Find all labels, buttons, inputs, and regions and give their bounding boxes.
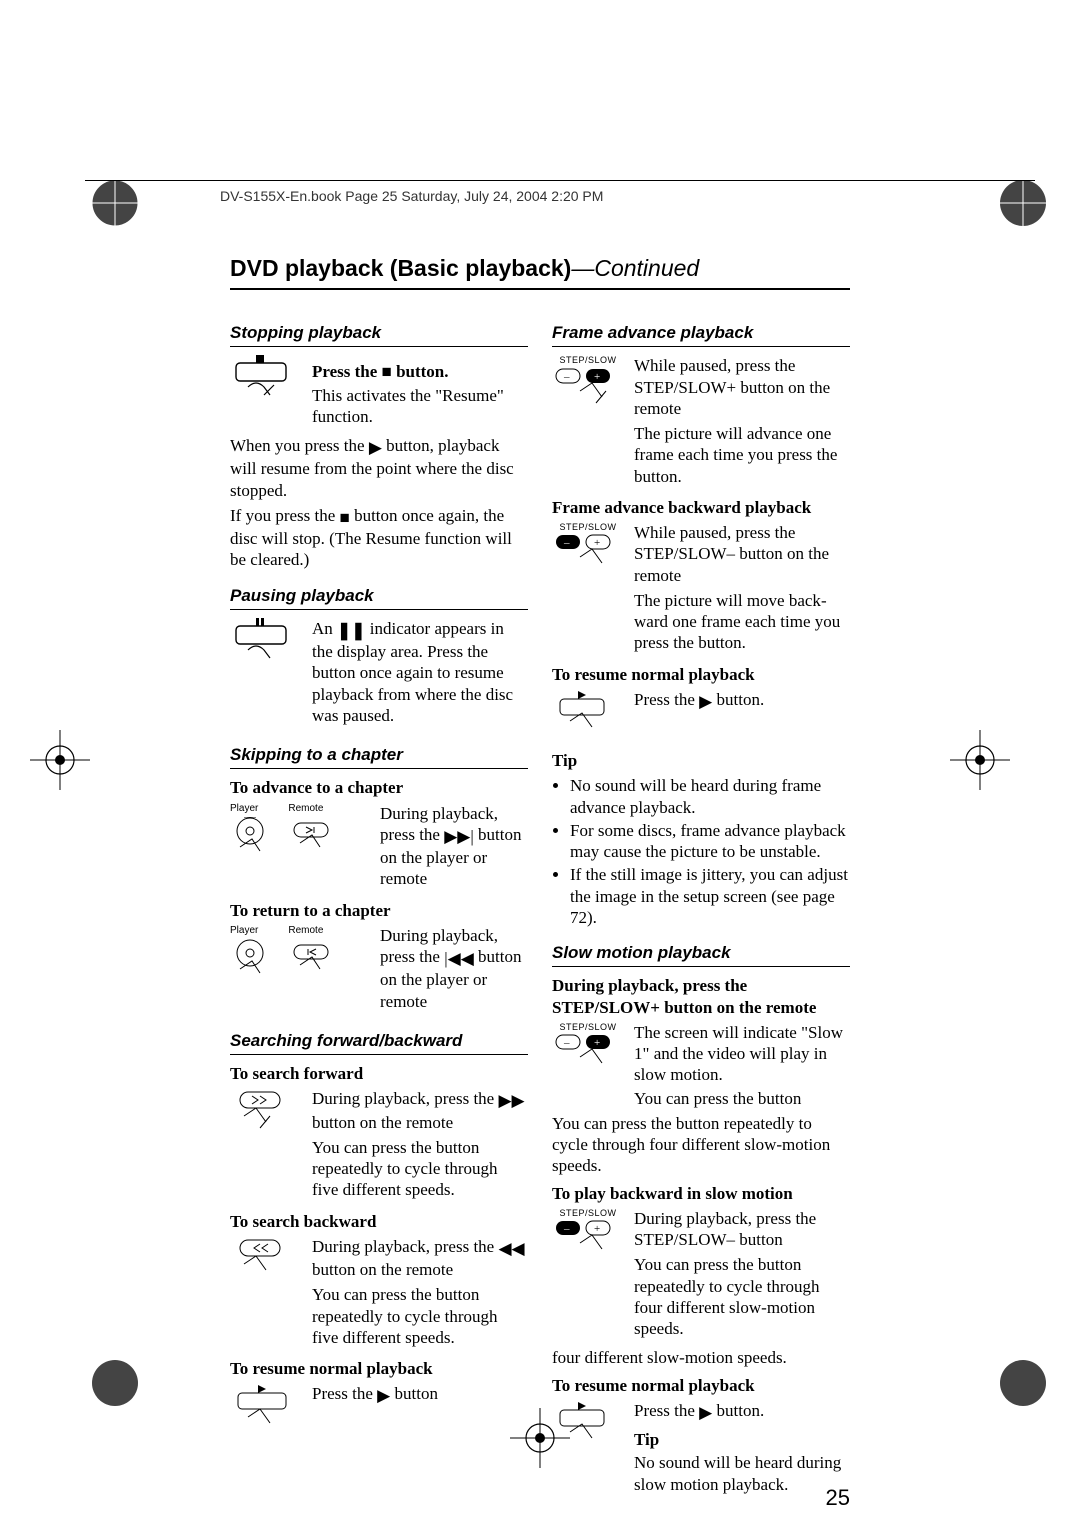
regmark-bl bbox=[80, 1348, 150, 1418]
sec-slow: Slow motion playback bbox=[552, 942, 850, 967]
regmark-br bbox=[988, 1348, 1058, 1418]
centermark-right bbox=[950, 730, 1010, 790]
play-icon: ▶ bbox=[699, 1402, 712, 1423]
remote-press-icon bbox=[230, 618, 302, 673]
sec-stopping: Stopping playback bbox=[230, 322, 528, 347]
svg-text:–: – bbox=[563, 537, 570, 549]
svg-text:+: + bbox=[594, 537, 600, 549]
centermark-left bbox=[30, 730, 90, 790]
next-track-icon: ▶▶| bbox=[444, 826, 474, 847]
slow-four-speeds: four different slow-motion speeds. bbox=[552, 1347, 850, 1368]
title-main: DVD playback (Basic playback) bbox=[230, 255, 571, 281]
ff-icon: ▶▶ bbox=[498, 1090, 524, 1111]
svg-text:–: – bbox=[563, 1037, 570, 1049]
remote-play-icon bbox=[552, 689, 624, 744]
player-remote-icons bbox=[230, 817, 370, 861]
header-rule bbox=[85, 180, 1035, 181]
stop-resume-text: This activates the "Resume" function. bbox=[312, 385, 528, 428]
play-icon: ▶ bbox=[377, 1385, 390, 1406]
skip-advance: To advance to a chapter bbox=[230, 777, 528, 798]
svg-text:+: + bbox=[594, 1037, 600, 1049]
stop-p2: When you press the ▶ button, playback wi… bbox=[230, 435, 528, 501]
page-title: DVD playback (Basic playback)—Continued bbox=[230, 255, 850, 290]
slow-resume: To resume normal playback bbox=[552, 1375, 850, 1396]
frame-resume: To resume normal playback bbox=[552, 664, 850, 685]
remote-ff-icon bbox=[230, 1088, 302, 1149]
remote-rw-icon bbox=[230, 1236, 302, 1297]
sec-frame: Frame advance playback bbox=[552, 322, 850, 347]
sec-pausing: Pausing playback bbox=[230, 585, 528, 610]
slow-during: During playback, press the STEP/SLOW+ bu… bbox=[552, 975, 850, 1018]
frame-backward: Frame advance backward playback bbox=[552, 497, 850, 518]
tip-label: Tip bbox=[552, 750, 850, 771]
search-fwd: To search forward bbox=[230, 1063, 528, 1084]
lbl-player: Player bbox=[230, 803, 258, 816]
skip-adv-text: During playback, press the ▶▶| button on… bbox=[380, 803, 528, 890]
stop-press: Press the ■ button. bbox=[312, 361, 528, 382]
pause-text: An ❚❚ indicator appears in the display a… bbox=[312, 618, 528, 726]
skip-ret-text: During playback, press the |◀◀ button on… bbox=[380, 925, 528, 1012]
remote-play-icon bbox=[552, 1400, 624, 1461]
sec-skipping: Skipping to a chapter bbox=[230, 744, 528, 769]
slow-backward: To play backward in slow motion bbox=[552, 1183, 850, 1204]
page-number: 25 bbox=[826, 1485, 850, 1511]
play-icon: ▶ bbox=[699, 691, 712, 712]
svg-text:–: – bbox=[563, 371, 570, 383]
search-resume: To resume normal playback bbox=[230, 1358, 528, 1379]
sec-searching: Searching forward/backward bbox=[230, 1030, 528, 1055]
svg-text:+: + bbox=[594, 1223, 600, 1235]
svg-text:+: + bbox=[594, 371, 600, 383]
title-continued: —Continued bbox=[571, 255, 699, 281]
regmark-tr bbox=[988, 168, 1058, 238]
frame-tips: No sound will be heard during frame adva… bbox=[570, 775, 850, 928]
skip-return: To return to a chapter bbox=[230, 900, 528, 921]
prev-track-icon: |◀◀ bbox=[444, 948, 474, 969]
svg-text:–: – bbox=[563, 1223, 570, 1235]
remote-press-icon bbox=[230, 355, 302, 410]
search-resume-text: Press the ▶ button bbox=[312, 1383, 528, 1406]
slow-p1b: You can press the button repeatedly to c… bbox=[552, 1113, 850, 1177]
stepslow-minus-icon: STEP/SLOW –+ bbox=[552, 522, 624, 587]
frame-resume-text: Press the ▶ button. bbox=[634, 689, 850, 712]
stepslow-plus-icon: STEP/SLOW –+ bbox=[552, 1022, 624, 1087]
play-icon: ▶ bbox=[369, 437, 382, 458]
stepslow-minus-icon: STEP/SLOW –+ bbox=[552, 1208, 624, 1273]
stepslow-plus-icon: STEP/SLOW –+ bbox=[552, 355, 624, 420]
lbl-remote: Remote bbox=[288, 803, 323, 816]
remote-play-icon bbox=[230, 1383, 302, 1444]
search-bwd: To search backward bbox=[230, 1211, 528, 1232]
regmark-tl bbox=[80, 168, 150, 238]
pause-icon: ❚❚ bbox=[337, 620, 366, 641]
stop-icon: ■ bbox=[340, 507, 350, 528]
rw-icon: ◀◀ bbox=[498, 1238, 524, 1259]
player-remote-icons bbox=[230, 939, 370, 983]
stop-p3: If you press the ■ button once again, th… bbox=[230, 505, 528, 571]
header-filename: DV-S155X-En.book Page 25 Saturday, July … bbox=[220, 188, 603, 204]
